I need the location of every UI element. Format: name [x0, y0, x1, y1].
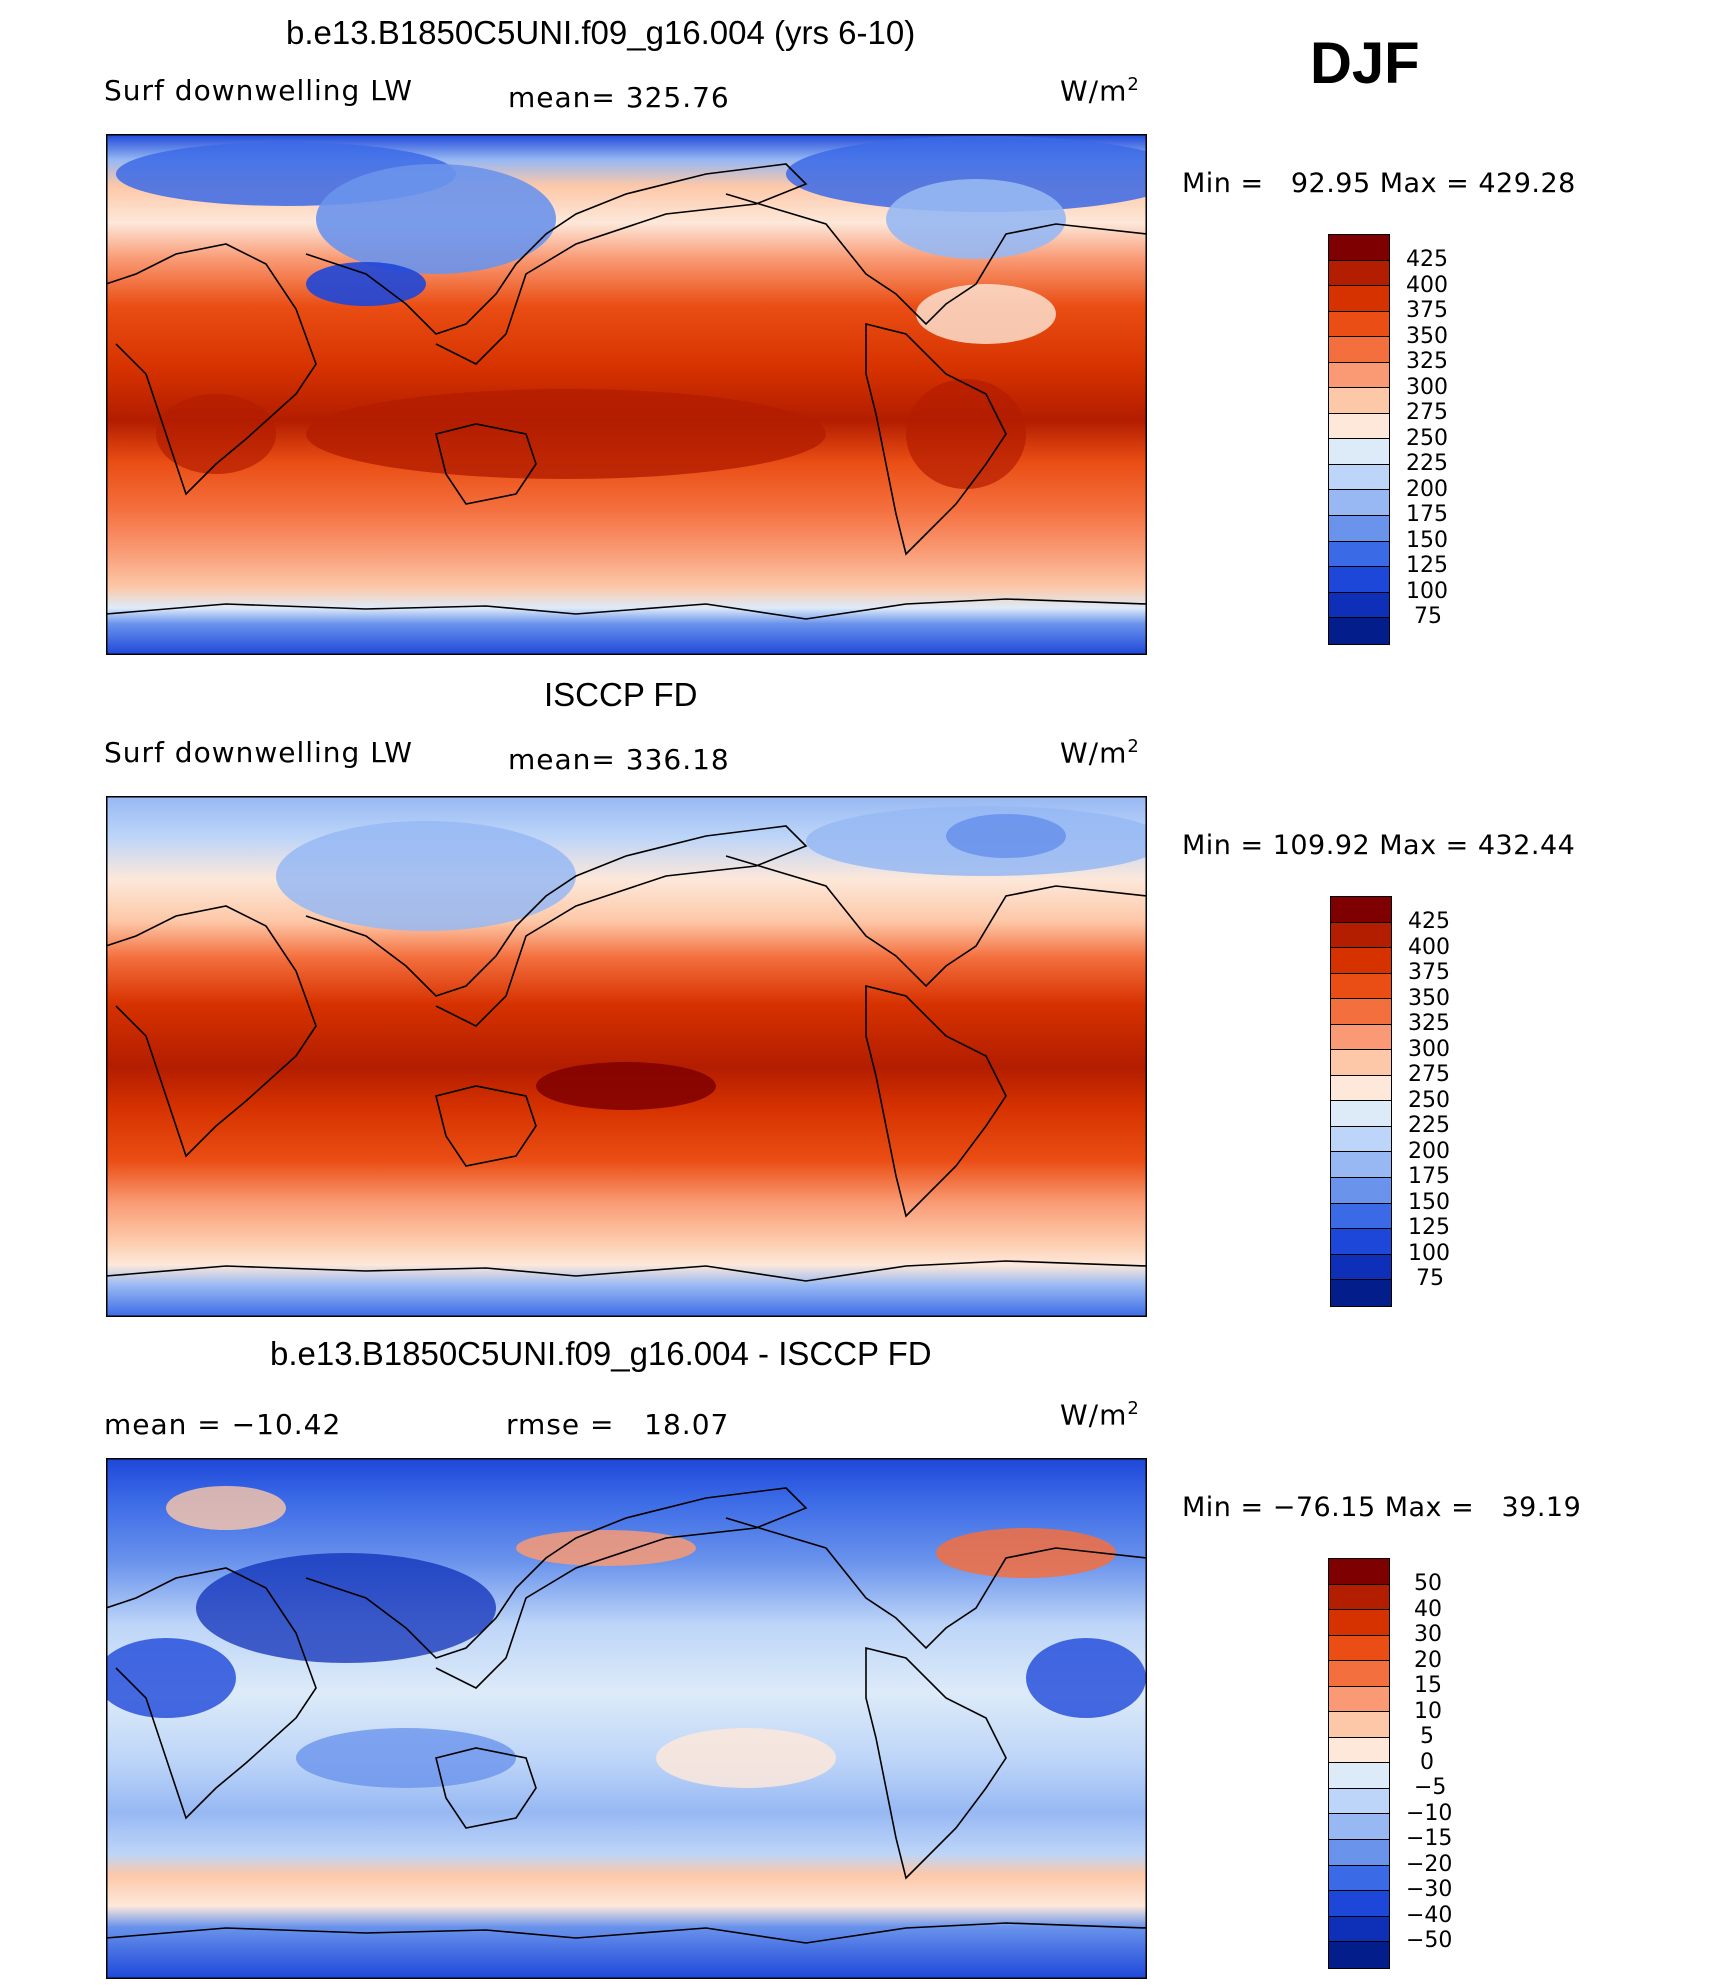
- panel-3-rmse-label: rmse = 18.07: [506, 1408, 730, 1441]
- panel-2-mean-label: mean= 336.18: [508, 743, 730, 776]
- panel-1-units: W/m2: [1060, 74, 1140, 108]
- season-label: DJF: [1310, 31, 1420, 96]
- panel-3-colorbar: [1328, 1558, 1390, 1969]
- panel-1-variable-label: Surf downwelling LW: [104, 74, 413, 107]
- panel-1-title: b.e13.B1850C5UNI.f09_g16.004 (yrs 6-10): [286, 14, 916, 51]
- panel-1-minmax: Min = 92.95 Max = 429.28: [1182, 168, 1576, 199]
- panel-2-units: W/m2: [1060, 736, 1140, 770]
- panel-1-map: [106, 134, 1147, 655]
- panel-2-colorbar-labels: 425 400 375 350 325 300 275 250 225 200 175 150 125 1…: [1408, 909, 1450, 1291]
- panel-2-minmax: Min = 109.92 Max = 432.44: [1182, 830, 1576, 861]
- panel-1-mean-label: mean= 325.76: [508, 81, 730, 114]
- panel-2-title: ISCCP FD: [544, 676, 698, 713]
- panel-3-map: [106, 1458, 1147, 1979]
- panel-2-variable-label: Surf downwelling LW: [104, 736, 413, 769]
- panel-3-title: b.e13.B1850C5UNI.f09_g16.004 - ISCCP FD: [270, 1335, 932, 1372]
- panel-2-map: [106, 796, 1147, 1317]
- panel-1-colorbar-labels: 425 400 375 350 325 300 275 250 225 200 175 150 125 1…: [1406, 247, 1448, 629]
- panel-3-colorbar-labels: 50 40 30 20 15 10 5 0 −5 −10 −15 −20 −30 −40 −50: [1406, 1571, 1453, 1953]
- panel-3-mean-label: mean = −10.42: [104, 1408, 342, 1441]
- panel-3-minmax: Min = −76.15 Max = 39.19: [1182, 1492, 1582, 1523]
- panel-3-units: W/m2: [1060, 1398, 1140, 1432]
- panel-1-colorbar: [1328, 234, 1390, 645]
- panel-2-colorbar: [1330, 896, 1392, 1307]
